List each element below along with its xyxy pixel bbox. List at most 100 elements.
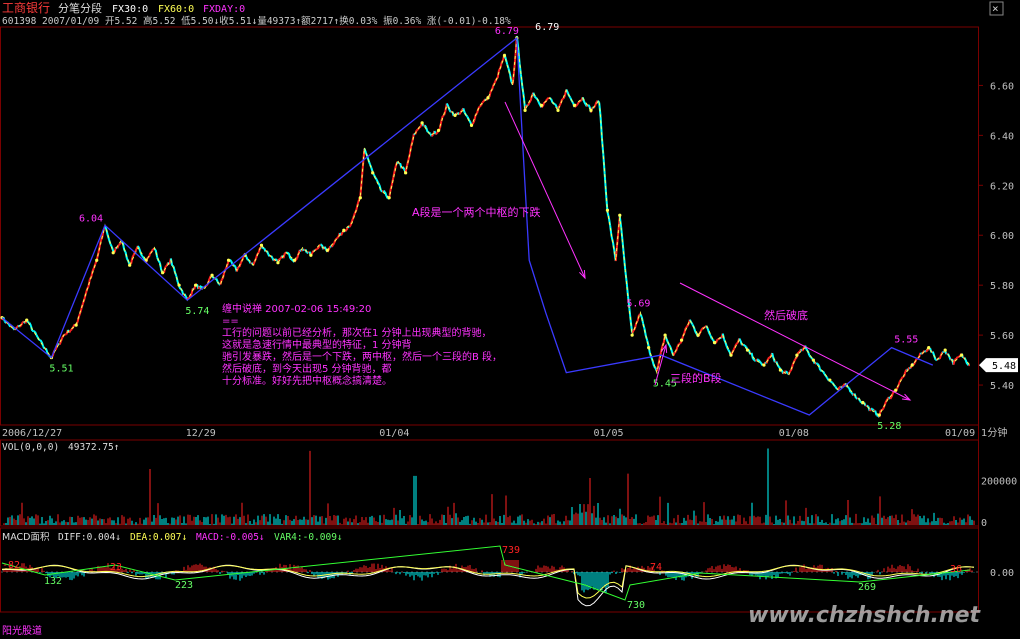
price-segment bbox=[462, 108, 466, 113]
price-segment bbox=[708, 332, 712, 336]
price-segment bbox=[742, 343, 746, 347]
volume-title: VOL(0,0,0) bbox=[2, 442, 59, 453]
period-label[interactable]: 分笔分段 bbox=[58, 1, 102, 15]
price-segment bbox=[428, 131, 431, 135]
fractal-point bbox=[453, 113, 457, 117]
price-segment bbox=[448, 109, 452, 113]
volume-tick-label: 200000 bbox=[981, 476, 1017, 487]
price-segment bbox=[157, 260, 161, 264]
price-segment bbox=[137, 245, 141, 250]
price-segment bbox=[594, 101, 598, 107]
fractal-point bbox=[144, 258, 148, 262]
fractal-point bbox=[745, 348, 750, 352]
price-segment bbox=[104, 225, 108, 230]
price-segment bbox=[186, 296, 190, 300]
price-segment bbox=[848, 387, 852, 393]
price-segment bbox=[874, 410, 878, 416]
price-segment bbox=[68, 329, 72, 334]
price-segment bbox=[738, 337, 742, 342]
fractal-point bbox=[811, 358, 815, 362]
last-price-badge bbox=[979, 358, 1018, 373]
price-segment bbox=[789, 369, 793, 373]
price-segment bbox=[926, 348, 930, 352]
x-tick-label: 01/08 bbox=[779, 428, 809, 439]
price-segment bbox=[752, 358, 756, 361]
price-segment bbox=[119, 241, 123, 245]
price-segment bbox=[816, 363, 820, 366]
fractal-point bbox=[226, 258, 231, 262]
segment-b-label: 三段的B段 bbox=[670, 371, 722, 385]
price-segment bbox=[855, 397, 858, 400]
price-segment bbox=[442, 114, 445, 117]
fractal-point bbox=[469, 123, 474, 127]
fractal-point bbox=[663, 333, 667, 337]
price-segment bbox=[58, 340, 62, 345]
price-segment bbox=[233, 264, 237, 268]
fractal-point bbox=[210, 273, 214, 277]
macd-area-label: 36 bbox=[950, 564, 962, 575]
volume-frame bbox=[0, 439, 979, 527]
price-segment bbox=[754, 358, 758, 362]
price-segment bbox=[871, 408, 875, 412]
price-segment bbox=[819, 369, 823, 372]
price-segment bbox=[380, 189, 383, 193]
price-segment bbox=[425, 127, 429, 133]
price-segment bbox=[19, 324, 22, 328]
fractal-point bbox=[960, 353, 964, 357]
close-icon[interactable]: × bbox=[992, 2, 999, 15]
price-segment bbox=[131, 254, 135, 258]
price-segment bbox=[70, 328, 73, 331]
fractal-point bbox=[342, 228, 346, 232]
price-segment bbox=[826, 377, 830, 381]
fractal-point bbox=[605, 208, 610, 212]
price-segment bbox=[3, 320, 7, 324]
note-line: 驰引发暴跌，然后是一个下跌，两中枢，然后一个三段的B 段， bbox=[222, 350, 502, 363]
price-segment bbox=[753, 359, 757, 362]
segment-b-arrow-head bbox=[660, 343, 668, 354]
fractal-point bbox=[861, 400, 865, 405]
fractal-point bbox=[828, 378, 832, 382]
price-segment bbox=[356, 199, 360, 205]
price-segment bbox=[44, 347, 49, 353]
y-tick-label: 6.60 bbox=[990, 81, 1014, 92]
fractal-point bbox=[630, 333, 634, 337]
macd-area-label: 223 bbox=[175, 580, 193, 591]
fx60-label: FX60:0 bbox=[158, 4, 194, 15]
macd-area-label: 269 bbox=[858, 582, 876, 593]
macd-legend-item: MACD:-0.005↓ bbox=[196, 532, 265, 543]
pivot-label: 5.28 bbox=[877, 421, 901, 432]
price-segment bbox=[808, 354, 812, 358]
price-segment bbox=[360, 164, 365, 181]
close-button[interactable] bbox=[989, 1, 1004, 16]
price-frame bbox=[0, 26, 979, 426]
fractal-point bbox=[572, 103, 577, 108]
price-segment bbox=[344, 229, 348, 232]
price-segment bbox=[300, 248, 304, 252]
price-segment bbox=[348, 224, 352, 228]
price-segment bbox=[815, 362, 818, 365]
volume-tick-label: 0 bbox=[981, 518, 987, 529]
fractal-point bbox=[387, 196, 391, 200]
price-segment bbox=[109, 243, 113, 248]
note-line: 十分标准。好好先把中枢概念搞清楚。 bbox=[222, 374, 392, 387]
y-tick-label: 5.60 bbox=[990, 331, 1014, 342]
macd-area-label: 730 bbox=[627, 600, 645, 611]
fractal-point bbox=[778, 368, 783, 372]
price-segment bbox=[727, 349, 731, 353]
stock-name: 工商银行 bbox=[2, 0, 50, 15]
fractal-point bbox=[193, 283, 198, 287]
price-segment bbox=[118, 243, 121, 246]
price-segment bbox=[295, 257, 298, 261]
price-segment bbox=[952, 359, 956, 365]
price-segment bbox=[889, 396, 893, 400]
price-segment bbox=[381, 189, 385, 193]
note-body: 工行的问题以前已经分析，那次在1 分钟上出现典型的背驰，这就是急速行情中最典型的… bbox=[222, 326, 502, 387]
price-segment bbox=[714, 339, 719, 344]
fxday-label: FXDAY:0 bbox=[203, 4, 245, 15]
footer-label: 阳光股道 bbox=[2, 624, 42, 637]
price-segment bbox=[481, 100, 485, 104]
price-segment bbox=[541, 101, 546, 107]
stroke-line bbox=[1, 36, 934, 416]
price-segment bbox=[925, 349, 929, 353]
price-segment bbox=[34, 331, 38, 336]
